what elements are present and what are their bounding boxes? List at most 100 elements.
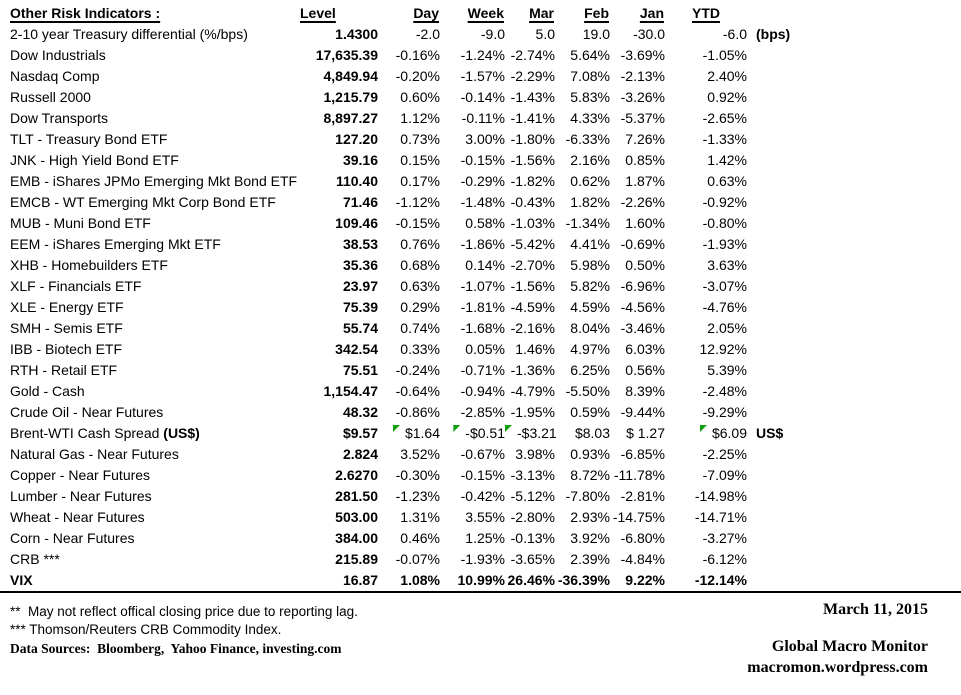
row-label[interactable]: EMCB - WT Emerging Mkt Corp Bond ETF — [10, 194, 276, 210]
cell-mar[interactable]: -5.42% — [510, 236, 555, 252]
cell-mar[interactable]: -1.56% — [510, 152, 555, 168]
cell-mar[interactable]: 5.0 — [535, 26, 555, 42]
row-label[interactable]: Gold - Cash — [10, 383, 85, 399]
row-label[interactable]: IBB - Biotech ETF — [10, 341, 123, 357]
cell-ytd[interactable]: -2.25% — [702, 446, 747, 462]
cell-day[interactable]: 0.68% — [400, 257, 440, 273]
row-label[interactable]: Wheat - Near Futures — [10, 509, 145, 525]
row-label[interactable]: Natural Gas - Near Futures — [10, 446, 179, 462]
cell-mar[interactable]: -2.74% — [510, 47, 555, 63]
cell-feb[interactable]: 0.59% — [570, 404, 610, 420]
cell-level[interactable]: 2.6270 — [335, 467, 378, 483]
cell-level[interactable]: 109.46 — [335, 215, 378, 231]
row-label[interactable]: Dow Transports — [10, 110, 109, 126]
cell-level[interactable]: 71.46 — [342, 194, 378, 210]
row-label[interactable]: TLT - Treasury Bond ETF — [10, 131, 168, 147]
cell-mar[interactable]: -0.13% — [510, 530, 555, 546]
cell-week[interactable]: -1.93% — [460, 551, 505, 567]
cell-level[interactable]: 17,635.39 — [315, 47, 378, 63]
cell-mar[interactable]: -1.03% — [510, 215, 555, 231]
cell-mar[interactable]: -4.79% — [510, 383, 555, 399]
row-label[interactable]: SMH - Semis ETF — [10, 320, 123, 336]
row-label[interactable]: Dow Industrials — [10, 47, 106, 63]
cell-ytd[interactable]: -1.33% — [702, 131, 747, 147]
cell-mar[interactable]: -1.43% — [510, 89, 555, 105]
cell-day[interactable]: -0.64% — [395, 383, 440, 399]
cell-level[interactable]: 23.97 — [342, 278, 378, 294]
cell-day[interactable]: 1.12% — [400, 110, 440, 126]
cell-level[interactable]: 75.51 — [342, 362, 378, 378]
cell-feb[interactable]: 8.04% — [570, 320, 610, 336]
cell-level[interactable]: 1.4300 — [335, 26, 378, 42]
cell-jan[interactable]: -0.69% — [620, 236, 665, 252]
cell-jan[interactable]: 0.56% — [625, 362, 665, 378]
cell-feb[interactable]: -7.80% — [565, 488, 610, 504]
cell-feb[interactable]: 2.93% — [570, 509, 610, 525]
cell-week[interactable]: -1.24% — [460, 47, 505, 63]
row-label[interactable]: XHB - Homebuilders ETF — [10, 257, 168, 273]
cell-mar[interactable]: -1.56% — [510, 278, 555, 294]
cell-feb[interactable]: 4.97% — [570, 341, 610, 357]
cell-level[interactable]: 281.50 — [335, 488, 378, 504]
cell-mar[interactable]: -1.80% — [510, 131, 555, 147]
cell-level[interactable]: 110.40 — [335, 173, 378, 189]
cell-week[interactable]: -0.15% — [460, 467, 505, 483]
cell-feb[interactable]: -36.39% — [557, 572, 610, 588]
cell-jan[interactable]: 0.50% — [625, 257, 665, 273]
cell-jan[interactable]: -4.84% — [620, 551, 665, 567]
cell-mar[interactable]: -3.13% — [510, 467, 555, 483]
cell-week[interactable]: -0.42% — [460, 488, 505, 504]
row-label[interactable]: EMB - iShares JPMo Emerging Mkt Bond ETF — [10, 173, 298, 189]
cell-feb[interactable]: 0.62% — [570, 173, 610, 189]
cell-week[interactable]: -1.81% — [460, 299, 505, 315]
cell-feb[interactable]: 5.98% — [570, 257, 610, 273]
col-header-feb[interactable]: Feb — [584, 5, 609, 21]
cell-level[interactable]: 2.824 — [342, 446, 378, 462]
row-label[interactable]: MUB - Muni Bond ETF — [10, 215, 151, 231]
col-header-day[interactable]: Day — [413, 5, 439, 21]
row-label[interactable]: VIX — [10, 572, 33, 588]
cell-mar[interactable]: -2.80% — [510, 509, 555, 525]
cell-level[interactable]: 127.20 — [335, 131, 378, 147]
row-label[interactable]: Copper - Near Futures — [10, 467, 151, 483]
cell-feb[interactable]: 8.72% — [570, 467, 610, 483]
cell-level[interactable]: 384.00 — [335, 530, 378, 546]
cell-mar[interactable]: -1.82% — [510, 173, 555, 189]
cell-day[interactable]: 0.60% — [400, 89, 440, 105]
cell-week[interactable]: -1.86% — [460, 236, 505, 252]
cell-week[interactable]: 0.14% — [465, 257, 505, 273]
cell-ytd[interactable]: -14.98% — [694, 488, 747, 504]
cell-level[interactable]: 215.89 — [335, 551, 378, 567]
cell-ytd[interactable]: 3.63% — [707, 257, 747, 273]
cell-ytd[interactable]: 0.92% — [707, 89, 747, 105]
cell-ytd[interactable]: -6.0 — [722, 26, 747, 42]
cell-day[interactable]: -2.0 — [415, 26, 440, 42]
row-label[interactable]: Nasdaq Comp — [10, 68, 100, 84]
col-header-week[interactable]: Week — [467, 5, 504, 21]
cell-day[interactable]: 3.52% — [400, 446, 440, 462]
cell-ytd[interactable]: -0.80% — [702, 215, 747, 231]
cell-feb[interactable]: 3.92% — [570, 530, 610, 546]
cell-jan[interactable]: -4.56% — [620, 299, 665, 315]
cell-feb[interactable]: -6.33% — [565, 131, 610, 147]
cell-feb[interactable]: 1.82% — [570, 194, 610, 210]
cell-jan[interactable]: -5.37% — [620, 110, 665, 126]
cell-level[interactable]: 1,154.47 — [323, 383, 379, 399]
cell-day[interactable]: -1.23% — [395, 488, 440, 504]
cell-ytd[interactable]: -6.12% — [702, 551, 747, 567]
cell-week[interactable]: -1.57% — [460, 68, 505, 84]
cell-mar[interactable]: -0.43% — [510, 194, 555, 210]
cell-jan[interactable]: -3.46% — [620, 320, 665, 336]
cell-level[interactable]: 35.36 — [342, 257, 378, 273]
cell-feb[interactable]: 5.82% — [570, 278, 610, 294]
cell-mar[interactable]: 1.46% — [515, 341, 555, 357]
cell-ytd[interactable]: -1.05% — [702, 47, 747, 63]
cell-jan[interactable]: -6.96% — [620, 278, 665, 294]
col-header-mar[interactable]: Mar — [529, 5, 554, 21]
cell-level[interactable]: 4,849.94 — [323, 68, 379, 84]
cell-ytd[interactable]: -4.76% — [702, 299, 747, 315]
row-label[interactable]: Brent-WTI Cash Spread (US$) — [10, 425, 200, 441]
col-header-ytd[interactable]: YTD — [692, 5, 720, 21]
cell-day[interactable]: -0.86% — [395, 404, 440, 420]
cell-day[interactable]: 0.15% — [400, 152, 440, 168]
